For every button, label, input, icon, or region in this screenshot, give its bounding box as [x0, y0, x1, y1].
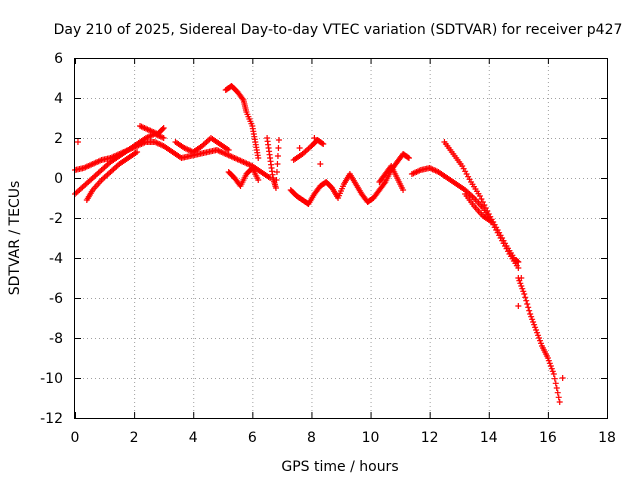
data-point-track-o [547, 363, 554, 369]
data-point-track-o [552, 380, 559, 387]
x-tick-label: 18 [598, 430, 616, 446]
y-tick-labels: -12 -10 -8 -6 -4 -2 0 2 4 6 [40, 51, 63, 427]
data-point-track-f [239, 95, 246, 102]
data-point-track-o [518, 283, 525, 289]
y-tick-label: -8 [49, 331, 63, 347]
x-tick-label: 6 [248, 430, 257, 446]
data-point-track-o [528, 313, 535, 320]
data-point-track-j [320, 141, 327, 147]
data-point-track-o [537, 340, 544, 347]
x-tick-labels: 0 2 4 6 8 10 12 14 16 18 [71, 430, 616, 446]
data-point-track-o [522, 294, 529, 301]
x-tick-label: 10 [362, 430, 380, 446]
data-point-track-o [549, 368, 556, 375]
data-point-track-n [488, 219, 495, 225]
data-point-track-k [400, 187, 407, 193]
data-point-track-o [533, 327, 540, 333]
y-tick-label: -6 [49, 291, 63, 307]
data-point-track-h [275, 145, 282, 151]
data-point-isolated [74, 139, 81, 145]
data-point-track-o [525, 304, 532, 311]
data-point-track-m [515, 259, 522, 265]
data-point-track-o [521, 291, 528, 297]
data-point-track-o [517, 280, 524, 287]
x-tick-label: 2 [130, 430, 139, 446]
data-point-track-o [530, 319, 537, 325]
data-point-isolated [518, 275, 525, 281]
data-point-track-h [274, 161, 281, 167]
data-point-track-h [274, 153, 281, 159]
data-point-track-j [319, 140, 326, 147]
y-tick-label: 2 [54, 131, 63, 147]
data-point-track-o [553, 385, 560, 391]
data-point-track-h [272, 185, 279, 191]
data-point-track-h [273, 169, 280, 175]
data-point-track-l [515, 265, 522, 271]
data-point-track-c [134, 149, 141, 155]
x-tick-label: 12 [421, 430, 439, 446]
x-axis-title: GPS time / hours [281, 459, 398, 475]
data-point-track-o [545, 357, 552, 364]
x-tick-label: 14 [480, 430, 498, 446]
plot-frame [74, 58, 608, 419]
data-point-track-e [225, 147, 232, 153]
x-tick-label: 0 [71, 430, 80, 446]
data-point-track-o [554, 389, 561, 396]
data-point-track-o [534, 329, 541, 336]
data-point-track-f [255, 155, 262, 161]
data-point-track-o [531, 321, 538, 328]
data-point-isolated [311, 135, 318, 141]
y-tick-label: 6 [54, 51, 63, 67]
x-tick-label: 16 [539, 430, 557, 446]
data-point-track-d [160, 125, 167, 131]
data-point-isolated [317, 161, 324, 167]
y-tick-label: 0 [54, 171, 63, 187]
x-tick-label: 8 [307, 430, 316, 446]
data-point-track-o [529, 316, 536, 323]
y-tick-label: -12 [40, 411, 63, 427]
y-tick-label: -4 [49, 251, 63, 267]
data-point-isolated [559, 375, 566, 381]
data-point-track-b [160, 135, 167, 141]
data-point-track-o [527, 311, 534, 317]
data-point-track-i [404, 154, 411, 161]
data-point-track-o [546, 360, 553, 367]
data-point-track-i [381, 180, 388, 187]
axis-ticks [75, 58, 608, 419]
y-tick-label: -10 [40, 371, 63, 387]
data-point-track-o [551, 375, 558, 382]
data-point-track-h [273, 177, 280, 183]
data-point-track-g [255, 177, 262, 183]
y-axis-title: SDTVAR / TECUs [7, 181, 23, 296]
grid-lines [75, 58, 607, 418]
data-point-track-m [481, 202, 488, 208]
data-point-track-o [544, 355, 551, 361]
y-tick-label: -2 [49, 211, 63, 227]
data-point-track-o [536, 335, 543, 341]
data-point-track-o [550, 371, 557, 377]
data-point-track-o [537, 337, 544, 344]
data-point-track-o [526, 307, 533, 314]
data-point-isolated [296, 145, 303, 151]
data-point-track-o [523, 297, 530, 304]
data-point-track-o [556, 399, 563, 405]
data-point-track-o [524, 301, 531, 307]
data-point-track-o [555, 394, 562, 401]
data-point-track-o [535, 332, 542, 339]
data-point-track-o [519, 285, 526, 292]
data-point-track-i [405, 155, 412, 161]
data-point-track-o [520, 288, 527, 295]
data-point-track-d [159, 126, 166, 132]
data-points [72, 83, 566, 405]
data-point-track-h [275, 137, 282, 143]
data-point-isolated [515, 303, 522, 309]
data-point-track-o [532, 324, 539, 331]
chart-title: Day 210 of 2025, Sidereal Day-to-day VTE… [54, 22, 623, 38]
x-tick-label: 4 [189, 430, 198, 446]
y-tick-label: 4 [54, 91, 63, 107]
data-point-track-o [548, 365, 555, 372]
